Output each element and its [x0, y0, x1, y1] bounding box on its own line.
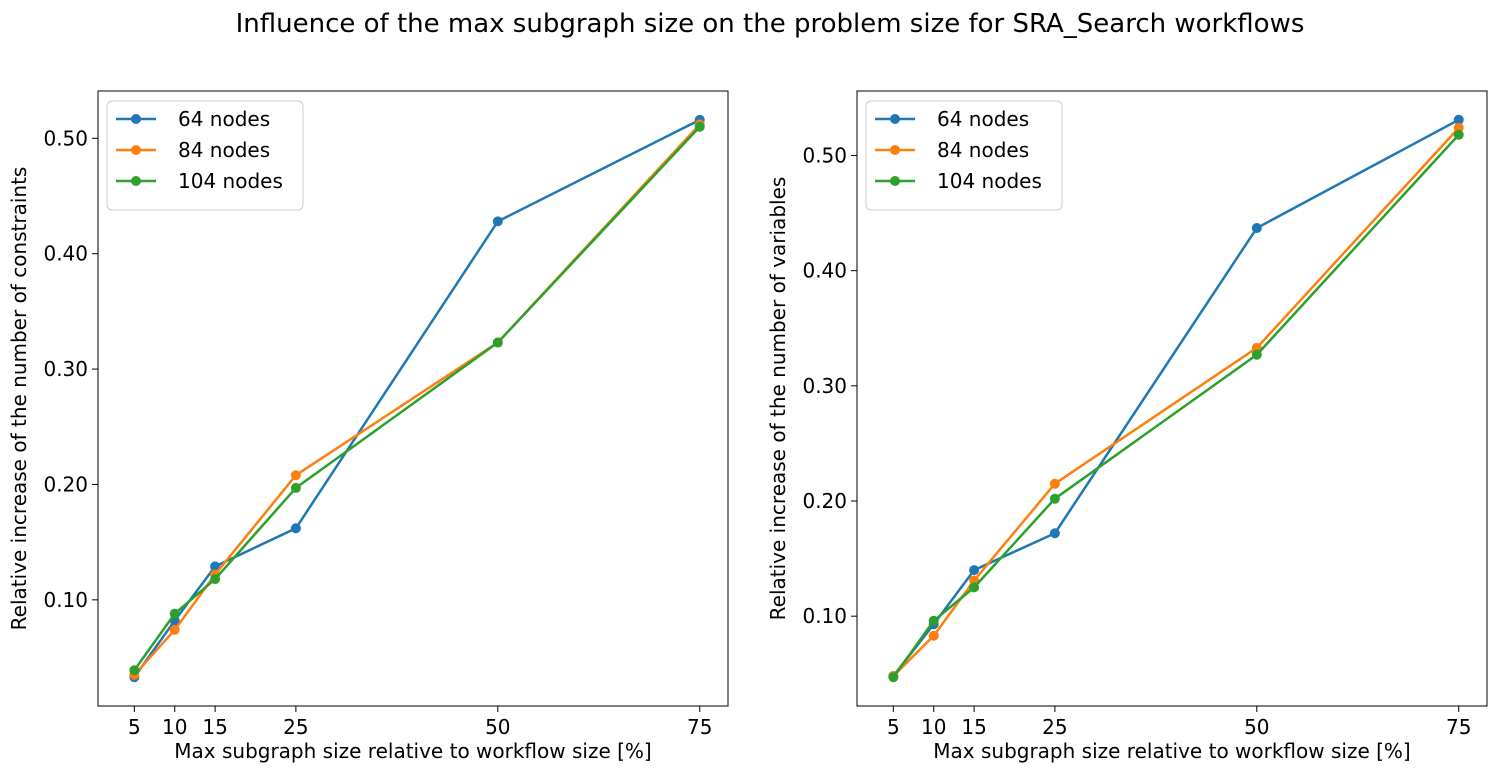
- constraints-x-tick-label: 25: [283, 715, 308, 739]
- variables-x-tick-label: 15: [961, 715, 986, 739]
- variables-x-tick-label: 10: [921, 715, 946, 739]
- constraints-data-point-64-nodes: [492, 216, 503, 227]
- constraints-x-axis-label: Max subgraph size relative to workflow s…: [174, 739, 651, 763]
- constraints-y-axis-label: Relative increase of the number of const…: [7, 167, 31, 631]
- constraints-data-point-104-nodes: [210, 574, 221, 585]
- constraints-y-tick-label: 0.10: [43, 588, 88, 612]
- variables-legend-label-104-nodes: 104 nodes: [937, 169, 1042, 193]
- variables-axes-frame: [856, 90, 1488, 707]
- figure-title: Influence of the max subgraph size on th…: [236, 9, 1305, 39]
- constraints-legend-box: [106, 100, 304, 211]
- constraints-x-tick-label: 10: [162, 715, 187, 739]
- variables-legend-marker-64-nodes: [890, 114, 900, 124]
- variables-legend-label-84-nodes: 84 nodes: [937, 138, 1029, 162]
- constraints-legend-label-64-nodes: 64 nodes: [178, 107, 270, 131]
- variables-legend-marker-104-nodes: [890, 176, 900, 186]
- constraints-legend-label-104-nodes: 104 nodes: [178, 169, 283, 193]
- constraints-data-point-104-nodes: [492, 337, 503, 348]
- variables-data-point-84-nodes: [1049, 478, 1060, 489]
- variables-series-line-64-nodes: [892, 118, 1460, 677]
- variables-data-point-104-nodes: [1453, 129, 1464, 140]
- variables-data-point-64-nodes: [1049, 528, 1060, 539]
- constraints-series-line-64-nodes: [133, 118, 701, 678]
- variables-data-point-84-nodes: [928, 630, 939, 641]
- variables-x-tick-label: 25: [1042, 715, 1067, 739]
- variables-legend-label-64-nodes: 64 nodes: [937, 107, 1029, 131]
- variables-y-tick-label: 0.30: [802, 374, 847, 398]
- variables-x-axis-label: Max subgraph size relative to workflow s…: [933, 739, 1410, 763]
- constraints-legend-marker-104-nodes: [131, 176, 141, 186]
- constraints-data-point-104-nodes: [290, 482, 301, 493]
- constraints-series-line-104-nodes: [133, 125, 701, 671]
- variables-panel: 5 10 15 25 50 75 0.10 0.20 0.30 0.40 0.50 Max subgr…: [766, 90, 1488, 763]
- variables-data-point-64-nodes: [1251, 223, 1262, 234]
- variables-data-point-84-nodes: [1453, 122, 1464, 133]
- variables-y-tick-label: 0.20: [802, 489, 847, 513]
- variables-data-point-64-nodes: [969, 565, 980, 576]
- variables-series-line-104-nodes: [892, 133, 1460, 678]
- constraints-data-point-84-nodes: [290, 470, 301, 481]
- variables-y-tick-label: 0.50: [802, 143, 847, 167]
- constraints-legend-label-84-nodes: 84 nodes: [178, 138, 270, 162]
- constraints-x-tick-label: 5: [128, 715, 141, 739]
- constraints-panel: 5 10 15 25 50 75 0.10 0.20 0.30 0.40 0.50 Max subgr…: [7, 90, 729, 763]
- variables-data-point-104-nodes: [969, 582, 980, 593]
- variables-data-point-104-nodes: [1251, 349, 1262, 360]
- constraints-y-tick-label: 0.40: [43, 242, 88, 266]
- constraints-data-point-64-nodes: [210, 561, 221, 572]
- variables-x-tick-label: 75: [1446, 715, 1471, 739]
- constraints-axes-frame: [97, 90, 729, 707]
- constraints-y-tick-label: 0.20: [43, 472, 88, 496]
- variables-legend-marker-84-nodes: [890, 145, 900, 155]
- variables-y-axis-label: Relative increase of the number of varia…: [766, 177, 790, 621]
- variables-data-point-64-nodes: [1453, 114, 1464, 125]
- constraints-data-point-64-nodes: [290, 523, 301, 534]
- constraints-legend: 64 nodes 84 nodes 104 nodes: [106, 100, 304, 211]
- variables-data-point-104-nodes: [928, 615, 939, 626]
- constraints-x-tick-label: 75: [687, 715, 712, 739]
- constraints-x-tick-label: 15: [202, 715, 227, 739]
- constraints-data-point-84-nodes: [169, 624, 180, 635]
- constraints-data-point-104-nodes: [169, 608, 180, 619]
- constraints-y-tick-label: 0.30: [43, 357, 88, 381]
- variables-legend-box: [865, 100, 1063, 211]
- variables-data-point-104-nodes: [888, 672, 899, 683]
- variables-data-point-104-nodes: [1049, 493, 1060, 504]
- variables-x-tick-label: 50: [1244, 715, 1269, 739]
- variables-y-tick-label: 0.10: [802, 604, 847, 628]
- variables-y-tick-label: 0.40: [802, 259, 847, 283]
- variables-series-line-84-nodes: [892, 127, 1460, 677]
- constraints-data-point-104-nodes: [129, 665, 140, 676]
- constraints-data-point-104-nodes: [694, 121, 705, 132]
- constraints-y-tick-label: 0.50: [43, 126, 88, 150]
- variables-x-tick-label: 5: [887, 715, 900, 739]
- constraints-legend-marker-64-nodes: [131, 114, 141, 124]
- constraints-x-tick-label: 50: [485, 715, 510, 739]
- constraints-legend-marker-84-nodes: [131, 145, 141, 155]
- variables-legend: 64 nodes 84 nodes 104 nodes: [865, 100, 1063, 211]
